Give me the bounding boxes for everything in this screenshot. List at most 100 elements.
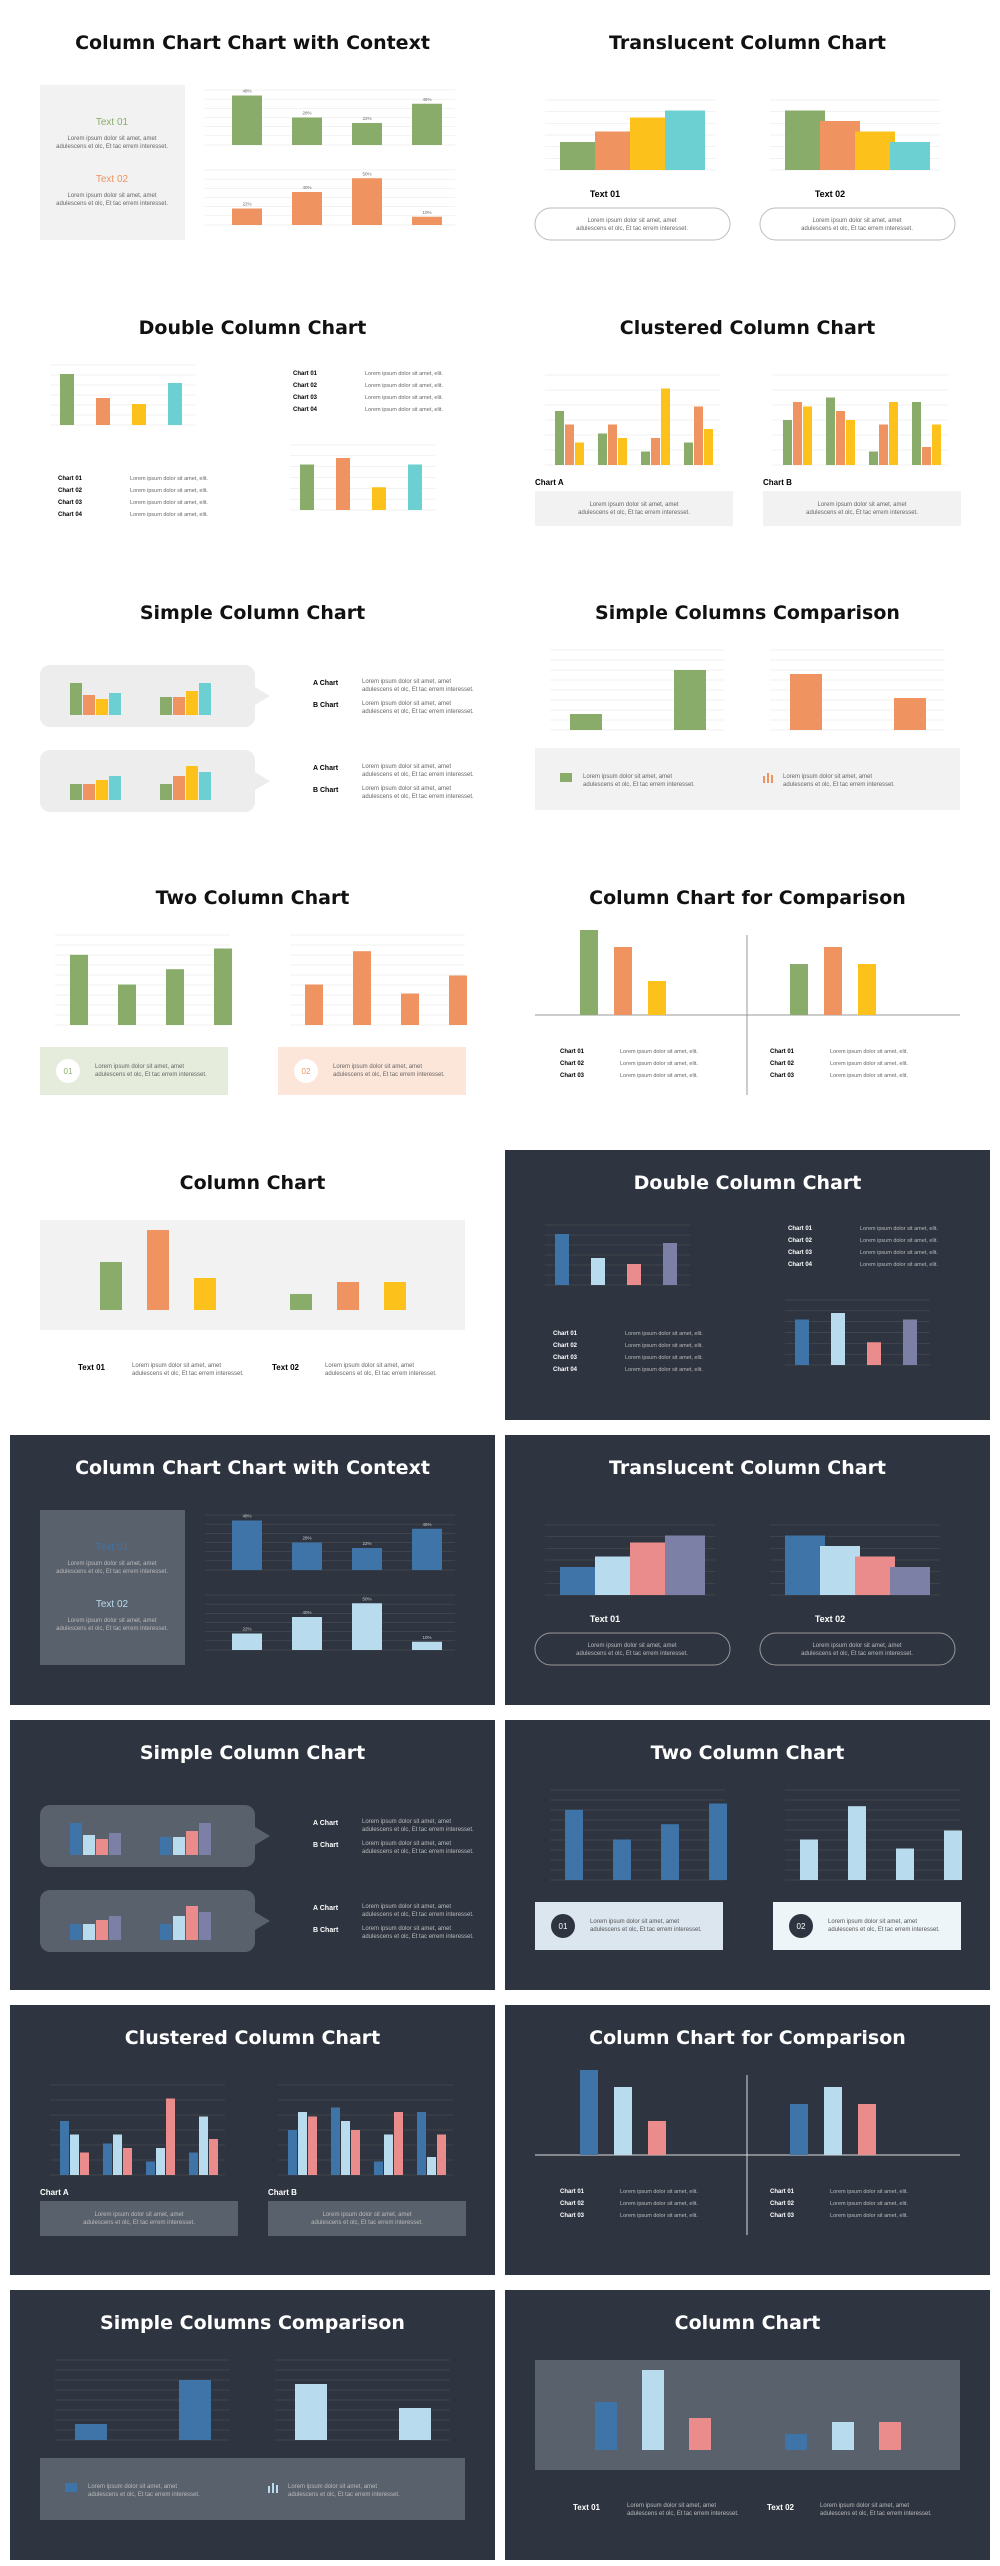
svg-text:Lorem ipsum dolor sit amet, am: Lorem ipsum dolor sit amet, amet bbox=[828, 1919, 917, 1925]
slide-double-light[interactable]: Double Column Chart Chart 01 Lorem ipsum … bbox=[10, 295, 495, 565]
bar bbox=[374, 2161, 383, 2175]
svg-text:Lorem ipsum dolor sit amet, am: Lorem ipsum dolor sit amet, amet bbox=[362, 701, 451, 707]
svg-text:Lorem ipsum dolor sit amet, am: Lorem ipsum dolor sit amet, amet bbox=[325, 1363, 414, 1369]
slide-title: Column Chart Chart with Context bbox=[75, 1457, 430, 1479]
bar bbox=[298, 2112, 307, 2175]
svg-text:Chart 03: Chart 03 bbox=[560, 1073, 585, 1079]
bar bbox=[922, 447, 931, 465]
slide-comparison-dark[interactable]: Simple Columns Comparison Lorem ipsum do… bbox=[10, 2290, 495, 2560]
bar bbox=[642, 2370, 664, 2450]
bar bbox=[232, 95, 262, 145]
svg-text:adulescens et olc, Et tac erre: adulescens et olc, Et tac errem interess… bbox=[56, 201, 168, 207]
slide-translucent-dark[interactable]: Translucent Column Chart Text 01 Text 02… bbox=[505, 1435, 990, 1705]
bar bbox=[109, 1916, 121, 1940]
bar bbox=[595, 1556, 635, 1595]
bar bbox=[70, 784, 82, 800]
svg-text:Chart 01: Chart 01 bbox=[560, 1049, 585, 1055]
bar bbox=[394, 2112, 403, 2175]
slide-clustered-light[interactable]: Clustered Column Chart Chart A Chart B L… bbox=[505, 295, 990, 565]
bar bbox=[867, 1342, 881, 1365]
bar bbox=[879, 2422, 901, 2450]
bar bbox=[412, 1641, 442, 1650]
bar bbox=[300, 464, 314, 510]
bar bbox=[199, 1912, 211, 1940]
svg-text:adulescens et olc, Et tac erre: adulescens et olc, Et tac errem interess… bbox=[583, 782, 695, 788]
svg-text:Text 02: Text 02 bbox=[767, 2503, 795, 2512]
slide-simple-dark[interactable]: Simple Column Chart A Chart B Chart Lorem … bbox=[10, 1720, 495, 1990]
bar bbox=[75, 2424, 107, 2440]
svg-text:Lorem ipsum dolor sit amet, am: Lorem ipsum dolor sit amet, amet bbox=[362, 679, 451, 685]
bar bbox=[824, 2087, 842, 2155]
svg-text:Chart 01: Chart 01 bbox=[560, 2189, 585, 2195]
svg-text:02: 02 bbox=[797, 1922, 806, 1931]
context-dark-svg: Text 01 Lorem ipsum dolor sit amet, amet… bbox=[40, 1510, 455, 1665]
slide-column-dark[interactable]: Column Chart Text 01 Text 02 Lorem ipsum… bbox=[505, 2290, 990, 2560]
bar bbox=[648, 981, 666, 1015]
slide-title: Translucent Column Chart bbox=[608, 1457, 887, 1479]
slide-forcompare-light[interactable]: Column Chart for Comparison Chart 01 Lore… bbox=[505, 865, 990, 1135]
svg-text:Chart 02: Chart 02 bbox=[560, 1061, 585, 1067]
bar bbox=[674, 670, 706, 730]
svg-text:Chart 04: Chart 04 bbox=[788, 1262, 813, 1268]
bar bbox=[412, 103, 442, 145]
bar bbox=[290, 1294, 312, 1310]
slide-context-dark[interactable]: Column Chart Chart with Context Text 01 … bbox=[10, 1435, 495, 1705]
slide-title: Clustered Column Chart bbox=[124, 2027, 381, 2049]
column-chart-svg: Text 01 Text 02 Lorem ipsum dolor sit am… bbox=[40, 1220, 465, 1377]
bar bbox=[449, 975, 467, 1025]
slide-title: Simple Column Chart bbox=[139, 602, 366, 624]
svg-text:adulescens et olc, Et tac erre: adulescens et olc, Et tac errem interess… bbox=[576, 1651, 688, 1657]
slide-translucent-light[interactable]: Translucent Column Chart Text 01 Text 02… bbox=[505, 10, 990, 280]
slide-simple-light[interactable]: Simple Column Chart A Chart B Chart Lorem … bbox=[10, 580, 495, 850]
slide-two-light[interactable]: Two Column Chart 01 02 Lorem ipsum dolor… bbox=[10, 865, 495, 1135]
svg-text:Lorem ipsum dolor sit amet, am: Lorem ipsum dolor sit amet, amet bbox=[67, 1618, 156, 1624]
bar bbox=[305, 984, 323, 1025]
slide-double-dark[interactable]: Double Column Chart Chart 01 Lorem ipsum … bbox=[505, 1150, 990, 1420]
svg-text:Lorem ipsum dolor sit amet, el: Lorem ipsum dolor sit amet, elit. bbox=[625, 1367, 703, 1373]
slide-column-light[interactable]: Column Chart Text 01 Text 02 Lorem ipsum… bbox=[10, 1150, 495, 1420]
svg-text:Lorem ipsum dolor sit amet, am: Lorem ipsum dolor sit amet, amet bbox=[583, 774, 672, 780]
svg-text:Chart A: Chart A bbox=[40, 2188, 69, 2197]
svg-text:Lorem ipsum dolor sit amet, am: Lorem ipsum dolor sit amet, amet bbox=[812, 218, 901, 224]
svg-text:adulescens et olc, Et tac erre: adulescens et olc, Et tac errem interess… bbox=[590, 1927, 702, 1933]
bar bbox=[630, 1542, 670, 1595]
bar bbox=[903, 1319, 917, 1365]
bar bbox=[83, 784, 95, 800]
bar bbox=[785, 2434, 807, 2450]
svg-text:Chart 03: Chart 03 bbox=[560, 2213, 585, 2219]
bar bbox=[401, 993, 419, 1025]
bar bbox=[614, 2087, 632, 2155]
slide-forcompare-dark[interactable]: Column Chart for Comparison Chart 01 Lore… bbox=[505, 2005, 990, 2275]
bar bbox=[351, 2130, 360, 2175]
svg-text:adulescens et olc, Et tac erre: adulescens et olc, Et tac errem interess… bbox=[88, 2492, 200, 2498]
svg-text:Lorem ipsum dolor sit amet, am: Lorem ipsum dolor sit amet, amet bbox=[362, 764, 451, 770]
bar bbox=[684, 442, 693, 465]
slide-title: Column Chart for Comparison bbox=[589, 2027, 906, 2049]
bar bbox=[189, 2152, 198, 2175]
svg-text:Lorem ipsum dolor sit amet, el: Lorem ipsum dolor sit amet, elit. bbox=[365, 371, 443, 377]
bar-label: 28% bbox=[302, 1536, 311, 1541]
clustered-chart-svg: Chart A Chart B Lorem ipsum dolor sit am… bbox=[535, 374, 961, 526]
translucent-dark-svg: Text 01 Text 02 Lorem ipsum dolor sit am… bbox=[534, 1524, 956, 1666]
bar bbox=[783, 420, 792, 465]
bar bbox=[785, 1535, 825, 1595]
bar bbox=[352, 123, 382, 145]
bar-label: 10% bbox=[422, 210, 431, 215]
bar bbox=[793, 402, 802, 465]
bar bbox=[555, 411, 564, 465]
svg-text:adulescens et olc, Et tac erre: adulescens et olc, Et tac errem interess… bbox=[132, 1371, 244, 1377]
slide-context-light[interactable]: Column Chart Chart with Context Text 01 … bbox=[10, 10, 495, 280]
bar-label: 40% bbox=[302, 1610, 311, 1615]
bar bbox=[292, 192, 322, 225]
svg-text:adulescens et olc, Et tac erre: adulescens et olc, Et tac errem interess… bbox=[578, 510, 690, 516]
svg-text:Text 01: Text 01 bbox=[590, 189, 620, 199]
bar bbox=[199, 2116, 208, 2175]
svg-text:Lorem ipsum dolor sit amet, am: Lorem ipsum dolor sit amet, amet bbox=[322, 2212, 411, 2218]
slide-two-dark[interactable]: Two Column Chart 01 02 Lorem ipsum dolor… bbox=[505, 1720, 990, 1990]
bar bbox=[858, 2104, 876, 2155]
slide-title: Translucent Column Chart bbox=[608, 32, 887, 54]
bar bbox=[353, 951, 371, 1025]
slide-comparison-light[interactable]: Simple Columns Comparison Lorem ipsum do… bbox=[505, 580, 990, 850]
slide-clustered-dark[interactable]: Clustered Column Chart Chart A Chart B L… bbox=[10, 2005, 495, 2275]
bar bbox=[648, 2121, 666, 2155]
